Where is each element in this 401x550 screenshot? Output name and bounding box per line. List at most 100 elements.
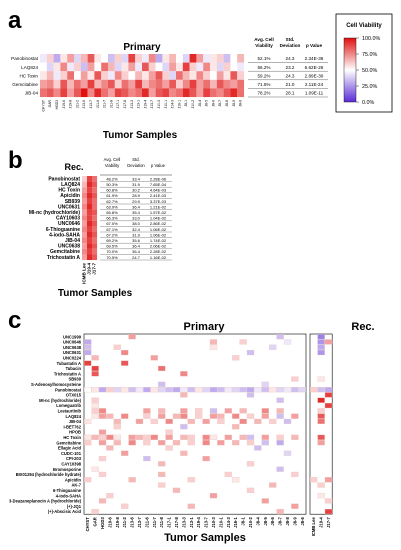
panel-c-column-label: J11-2: [122, 517, 127, 528]
heatmap-cell: [203, 62, 211, 72]
legend-tick-label: 100.0%: [362, 36, 380, 42]
heatmap-cell: [276, 440, 284, 446]
heatmap-cell: [269, 344, 277, 350]
heatmap-cell: [82, 181, 88, 188]
heatmap-cell: [92, 204, 98, 210]
heatmap-cell: [158, 482, 166, 488]
heatmap-cell: [217, 387, 225, 393]
heatmap-cell: [324, 387, 333, 393]
panel-b-table-cell: 38.0: [132, 221, 141, 226]
panel-b-column-labels: ICMB Lee J19-4 J17-7: [82, 263, 97, 284]
heatmap-cell: [114, 54, 122, 63]
panel-a-column-label: J19-6: [62, 100, 66, 109]
heatmap-cell: [232, 355, 240, 361]
panel-c-row-label: HC Toxin: [63, 435, 81, 440]
heatmap-cell: [317, 339, 325, 345]
heatmap-cell: [91, 466, 99, 472]
panel-b-table-cell: 1.04E-02: [150, 216, 167, 221]
heatmap-cell: [128, 477, 136, 483]
panel-c-column-label: J8-6: [300, 517, 305, 526]
heatmap-cell: [162, 62, 170, 72]
legend-ticks: 100.0% 75.0% 50.0% 25.0% 0.0%: [356, 36, 380, 106]
heatmap-cell: [87, 243, 93, 249]
heatmap-cell: [84, 349, 92, 356]
heatmap-cell: [91, 365, 99, 372]
heatmap-cell: [121, 360, 129, 366]
heatmap-cell: [195, 408, 203, 414]
heatmap-cell: [53, 79, 61, 89]
heatmap-cell: [203, 79, 211, 89]
panel-c-column-label: J17-7: [326, 517, 331, 528]
heatmap-cell: [176, 79, 183, 89]
panel-b-table-cell: 35.6: [132, 238, 141, 243]
heatmap-cell: [169, 88, 177, 98]
heatmap-cell: [135, 434, 144, 440]
heatmap-cell: [180, 424, 188, 430]
heatmap-cell: [67, 88, 75, 98]
heatmap-cell: [187, 477, 195, 483]
heatmap-cell: [158, 471, 166, 478]
heatmap-cell: [246, 440, 255, 446]
heatmap-cell: [150, 387, 158, 393]
panel-b-row-label: Panobinostat: [48, 176, 80, 182]
panel-c-row-label: UNC0638: [63, 345, 82, 350]
heatmap-cell: [114, 71, 122, 80]
heatmap-cell: [74, 54, 81, 63]
heatmap-cell: [182, 54, 190, 63]
panel-a-column-label: J8-5: [205, 100, 209, 107]
heatmap-cell: [74, 88, 81, 98]
heatmap-cell: [143, 455, 151, 462]
heatmap-cell: [106, 445, 114, 451]
heatmap-cell: [94, 62, 102, 72]
heatmap-cell: [196, 88, 204, 98]
panel-c-row-label: (+)-Abscisic Acid: [48, 509, 82, 514]
heatmap-cell: [180, 450, 188, 456]
heatmap-cell: [209, 408, 218, 414]
heatmap-cell: [82, 220, 88, 227]
heatmap-cell: [172, 440, 181, 446]
heatmap-cell: [172, 387, 181, 393]
panel-b-table-cell: 1.21E-02: [150, 204, 167, 209]
heatmap-cell: [291, 471, 299, 478]
heatmap-cell: [98, 455, 107, 462]
legend-title: Cell Viability: [346, 23, 382, 29]
heatmap-cell: [87, 215, 93, 221]
heatmap-cell: [180, 408, 188, 414]
panel-c-column-label: J8-1: [241, 517, 246, 526]
heatmap-cell: [84, 387, 92, 393]
heatmap-cell: [92, 176, 98, 182]
heatmap-cell: [121, 79, 129, 89]
heatmap-cell: [80, 62, 88, 72]
panel-a-column-label: J10-2: [191, 100, 195, 109]
heatmap-cell: [283, 450, 292, 456]
panel-a-column-label: J10-3: [157, 100, 161, 109]
heatmap-cell: [91, 397, 99, 403]
heatmap-cell: [113, 387, 121, 393]
panel-b-table-header: p Value: [151, 163, 166, 168]
heatmap-cell: [317, 434, 325, 440]
panel-b-table-cell: 33.4: [132, 176, 141, 181]
panel-letter-c: c: [8, 307, 21, 334]
panel-b-table-cell: 69.2%: [106, 238, 118, 243]
panel-c-row-label: Panobinostat: [55, 387, 82, 392]
heatmap-cell: [232, 424, 240, 430]
heatmap-cell: [91, 402, 99, 409]
heatmap-cell: [87, 237, 93, 244]
heatmap-cell: [276, 397, 284, 403]
heatmap-cell: [169, 71, 177, 80]
panel-c: c Primary Rec. UNC1999UNC0646UNC0638UNC0…: [8, 307, 375, 544]
heatmap-cell: [209, 339, 218, 345]
heatmap-cell: [121, 503, 129, 509]
heatmap-cell: [92, 215, 98, 221]
panel-c-column-label: J19-4: [196, 517, 201, 528]
heatmap-cell: [230, 62, 238, 72]
heatmap-cell: [84, 418, 92, 425]
heatmap-cell: [224, 408, 232, 414]
heatmap-cell: [91, 371, 99, 377]
panel-b-table-cell: 31.9: [132, 182, 141, 187]
panel-a-row-label: HC Toxin: [19, 73, 38, 78]
heatmap-cell: [101, 79, 109, 89]
heatmap-cell: [67, 71, 75, 80]
heatmap-cell: [84, 477, 92, 483]
panel-a-table-cell: 24.3: [286, 73, 295, 78]
